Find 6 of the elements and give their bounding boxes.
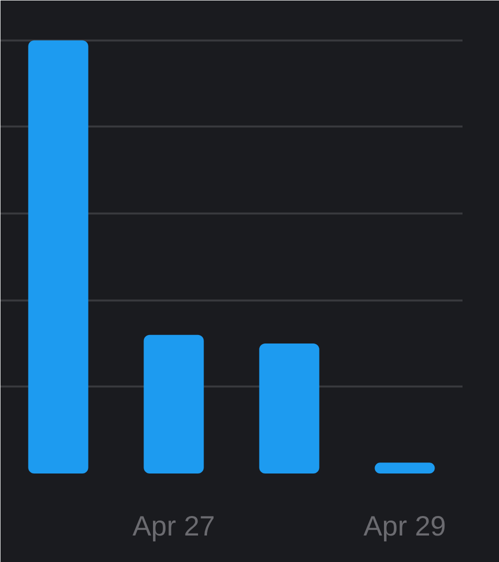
x-tick-label: Apr 29 bbox=[364, 510, 446, 542]
bar bbox=[374, 462, 435, 474]
bar bbox=[259, 344, 320, 474]
bar bbox=[28, 40, 88, 474]
x-tick-label: Apr 27 bbox=[132, 510, 215, 542]
bar bbox=[144, 334, 204, 474]
